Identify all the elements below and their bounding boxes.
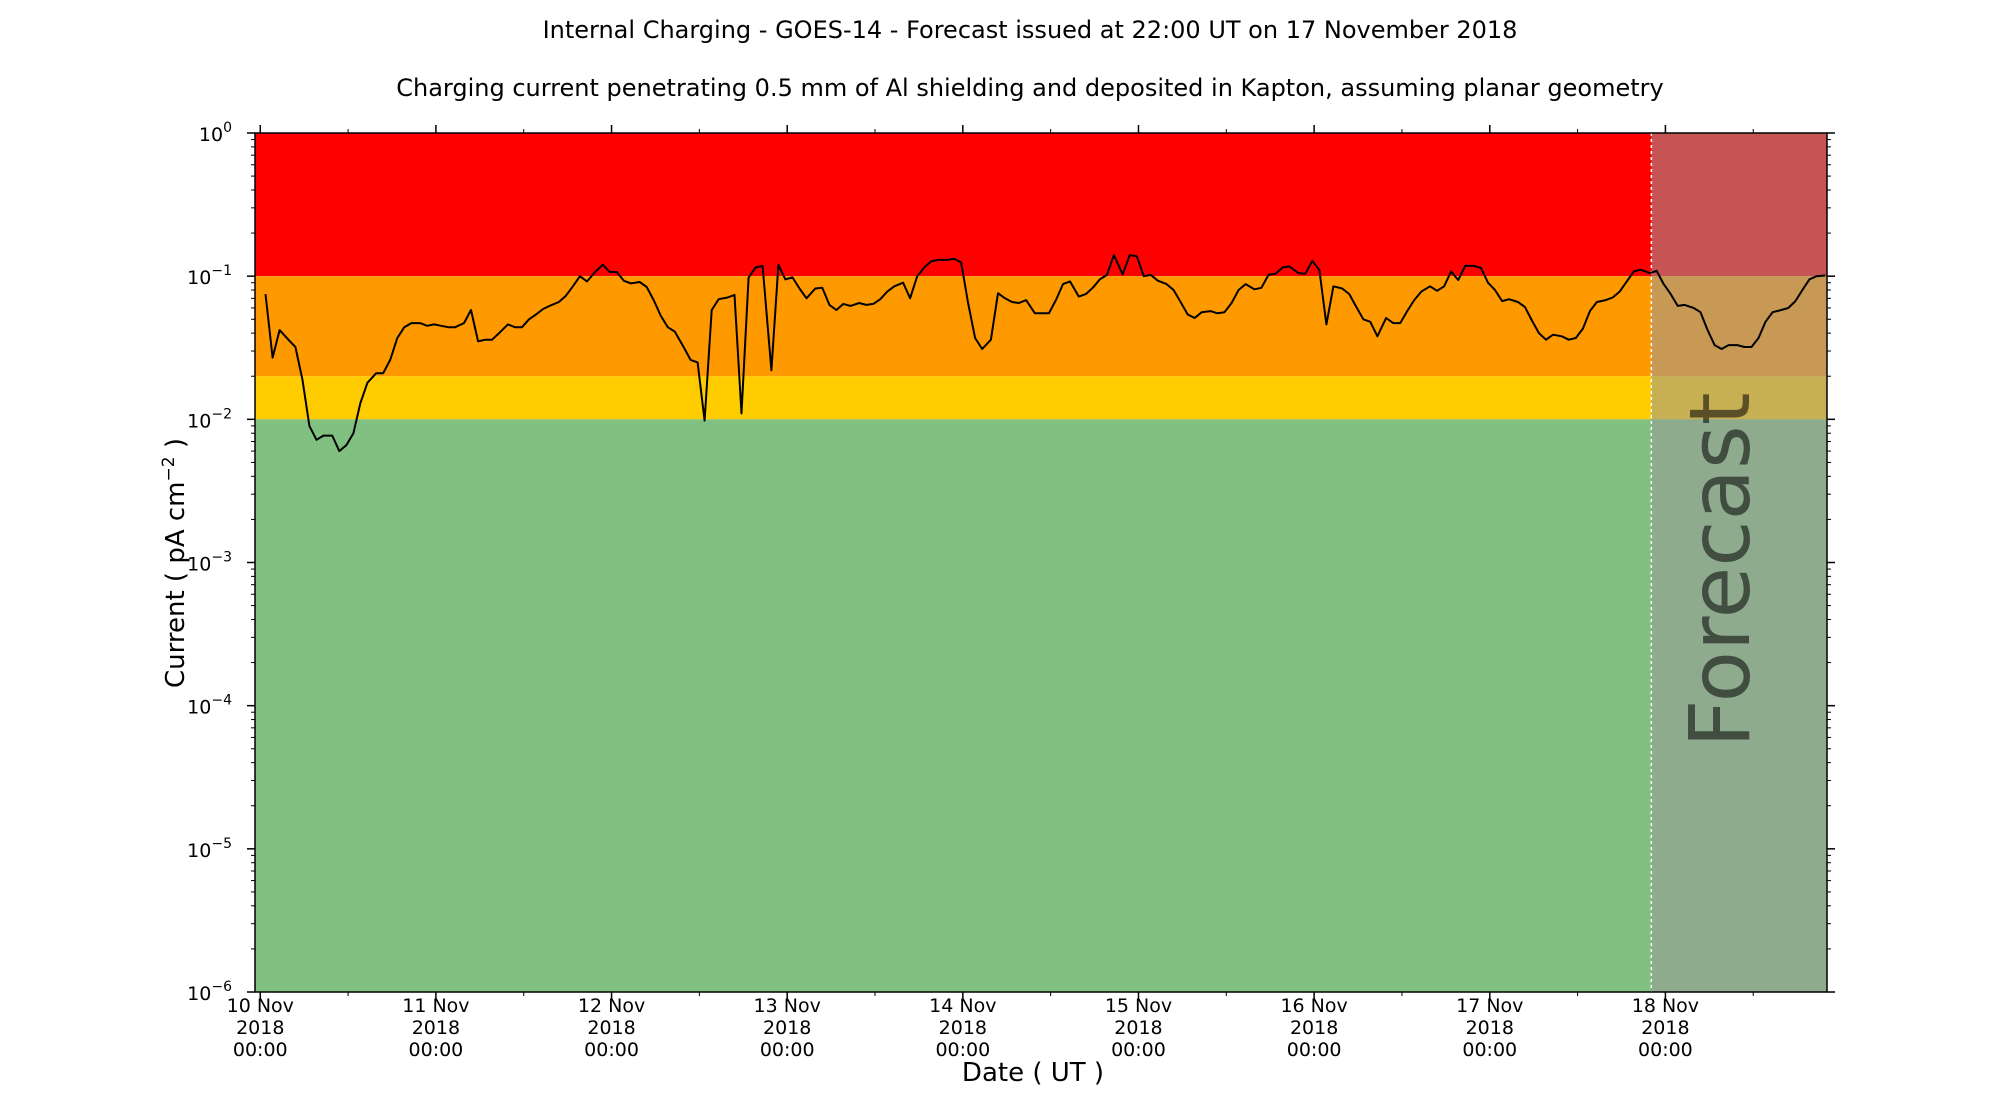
y-tick-label: 10−3 xyxy=(187,550,232,576)
chart-subtitle: Charging current penetrating 0.5 mm of A… xyxy=(396,74,1664,102)
x-axis-label: Date ( UT ) xyxy=(962,1058,1104,1088)
y-tick-exponent: −1 xyxy=(211,263,232,279)
x-tick-label-date: 16 Nov xyxy=(1280,995,1347,1017)
y-tick-exponent: −2 xyxy=(211,406,232,422)
x-tick-label-date: 18 Nov xyxy=(1632,995,1699,1017)
y-axis-label-text: Current ( pA cm xyxy=(161,481,191,688)
y-axis-label: Current ( pA cm−2 ) xyxy=(159,438,191,688)
y-tick-base: 10 xyxy=(187,554,211,576)
y-tick-exponent: −4 xyxy=(211,693,232,709)
y-tick-label: 100 xyxy=(199,120,232,146)
x-tick-label-date: 17 Nov xyxy=(1456,995,1523,1017)
x-tick-label-time: 00:00 xyxy=(409,1039,464,1061)
x-tick-label-date: 12 Nov xyxy=(578,995,645,1017)
x-tick-label-time: 00:00 xyxy=(233,1039,288,1061)
x-tick-label-date: 14 Nov xyxy=(929,995,996,1017)
x-tick-label-year: 2018 xyxy=(1114,1017,1162,1039)
y-tick-exponent: −5 xyxy=(211,836,232,852)
y-tick-label: 10−5 xyxy=(187,836,232,862)
y-tick-base: 10 xyxy=(187,983,211,1005)
y-tick-base: 10 xyxy=(187,267,211,289)
x-tick-label-year: 2018 xyxy=(939,1017,987,1039)
y-tick-exponent: 0 xyxy=(223,120,232,136)
x-tick-label-date: 13 Nov xyxy=(754,995,821,1017)
y-tick-label: 10−2 xyxy=(187,406,232,432)
forecast-shade xyxy=(1651,133,1827,992)
y-tick-label: 10−6 xyxy=(187,979,232,1005)
x-tick-label-date: 15 Nov xyxy=(1105,995,1172,1017)
band-orange xyxy=(255,276,1827,377)
x-tick-label-year: 2018 xyxy=(1641,1017,1689,1039)
x-tick-label-date: 10 Nov xyxy=(227,995,294,1017)
x-tick-label-time: 00:00 xyxy=(1638,1039,1693,1061)
y-tick-base: 10 xyxy=(187,697,211,719)
band-red xyxy=(255,133,1827,277)
band-yellow xyxy=(255,376,1827,420)
x-tick-label-year: 2018 xyxy=(1290,1017,1338,1039)
x-tick-label-time: 00:00 xyxy=(1111,1039,1166,1061)
current-series xyxy=(264,254,1826,453)
y-tick-exponent: −3 xyxy=(211,550,232,566)
x-tick-label-date: 11 Nov xyxy=(402,995,469,1017)
x-tick-label-time: 00:00 xyxy=(584,1039,639,1061)
x-tick-label-year: 2018 xyxy=(236,1017,284,1039)
y-tick-exponent: −6 xyxy=(211,979,232,995)
x-tick-label-year: 2018 xyxy=(1466,1017,1514,1039)
y-tick-label: 10−1 xyxy=(187,263,232,289)
y-axis-label-exponent: −2 xyxy=(159,456,179,481)
band-green xyxy=(255,419,1827,992)
x-tick-label-time: 00:00 xyxy=(1462,1039,1517,1061)
forecast-region xyxy=(1650,133,1827,992)
chart-title: Internal Charging - GOES-14 - Forecast i… xyxy=(543,16,1518,44)
forecast-label: Forecast xyxy=(1671,392,1769,747)
risk-level-bands xyxy=(255,133,1827,992)
series-line-0 xyxy=(264,254,1826,453)
x-tick-label-year: 2018 xyxy=(587,1017,635,1039)
y-tick-label: 10−4 xyxy=(187,693,232,719)
x-tick-label-time: 00:00 xyxy=(935,1039,990,1061)
y-axis-label-suffix: ) xyxy=(161,438,191,456)
x-tick-label-year: 2018 xyxy=(412,1017,460,1039)
y-tick-base: 10 xyxy=(187,840,211,862)
x-tick-label-time: 00:00 xyxy=(760,1039,815,1061)
y-tick-base: 10 xyxy=(187,410,211,432)
x-tick-label-time: 00:00 xyxy=(1287,1039,1342,1061)
x-tick-label-year: 2018 xyxy=(763,1017,811,1039)
y-tick-base: 10 xyxy=(199,124,223,146)
